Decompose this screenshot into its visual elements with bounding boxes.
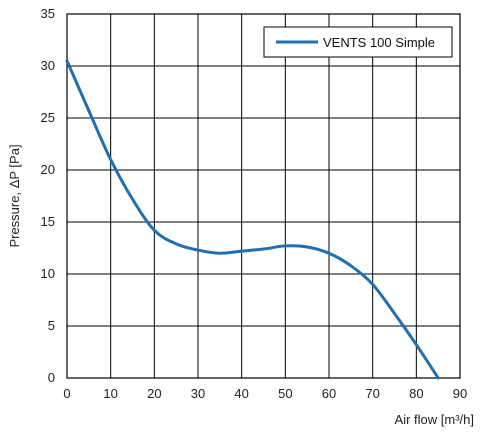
x-tick-label-3: 30 — [191, 386, 205, 401]
y-tick-label-0: 0 — [48, 370, 55, 385]
x-tick-labels: 0 10 20 30 40 50 60 70 80 90 — [63, 386, 467, 401]
y-tick-label-5: 25 — [41, 110, 55, 125]
x-tick-label-9: 90 — [453, 386, 467, 401]
legend: VENTS 100 Simple — [263, 26, 453, 58]
x-tick-label-4: 40 — [234, 386, 248, 401]
x-tick-label-2: 20 — [147, 386, 161, 401]
y-tick-labels: 0 5 10 15 20 25 30 35 — [41, 6, 55, 385]
x-tick-label-0: 0 — [63, 386, 70, 401]
y-tick-label-2: 10 — [41, 266, 55, 281]
series-line — [65, 59, 440, 380]
x-axis-title: Air flow [m³/h] — [395, 412, 474, 427]
x-tick-label-6: 60 — [322, 386, 336, 401]
x-tick-label-7: 70 — [365, 386, 379, 401]
y-tick-label-6: 30 — [41, 58, 55, 73]
legend-label: VENTS 100 Simple — [323, 35, 435, 50]
y-tick-label-4: 20 — [41, 162, 55, 177]
x-tick-label-8: 80 — [409, 386, 423, 401]
x-tick-label-5: 50 — [278, 386, 292, 401]
y-tick-label-1: 5 — [48, 318, 55, 333]
x-tick-label-1: 10 — [103, 386, 117, 401]
y-tick-label-3: 15 — [41, 214, 55, 229]
y-tick-label-7: 35 — [41, 6, 55, 21]
y-axis-title: Pressure, ΔP [Pa] — [7, 144, 22, 247]
plot-frame — [66, 13, 461, 379]
